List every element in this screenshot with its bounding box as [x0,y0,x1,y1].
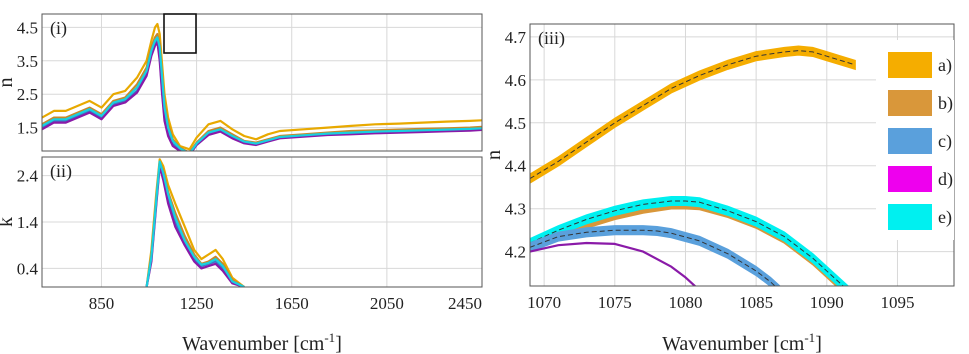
series-group [42,22,482,151]
x-tick-label: 1250 [180,294,214,313]
axes-box [41,156,483,288]
y-axis-label: k [0,217,17,227]
series-group [145,158,245,287]
panel-i: 1.5 2.5 3.5 4.5 (i) n [0,13,483,152]
legend-label-1: b) [938,93,953,114]
series-line-e [145,160,245,287]
y-tick-labels: 0.4 1.4 2.4 [17,167,39,279]
panel-label: (iii) [538,28,565,49]
grid [42,157,483,287]
y-tick-label: 4.5 [17,18,38,37]
y-tick-label: 4.6 [505,71,526,90]
x-axis-label: Wavenumber [cm-1] [662,330,822,354]
x-axis-label: Wavenumber [cm-1] [182,330,342,354]
x-axis-label-end: ] [335,333,342,354]
y-tick-label: 4.2 [505,243,526,262]
y-tick-label: 2.5 [17,85,38,104]
legend-label-3: d) [938,169,953,190]
zoom-region-box [163,13,197,54]
series-line-d [42,41,482,151]
x-tick-label: 2050 [370,294,404,313]
band-c [530,225,781,286]
y-tick-label: 2.4 [17,167,39,186]
y-tick-label: 0.4 [17,259,39,278]
legend-swatch-2 [888,128,932,154]
legend-swatch-0 [888,52,932,78]
panel-ii: 0.4 1.4 2.4 850 1250 1650 2050 2450 (ii) k Wavenum… [0,156,483,354]
x-axis-label-end: ] [815,333,822,354]
legend-label-0: a) [938,55,952,76]
legend: a) b) c) d) e) [876,40,954,240]
x-tick-labels: 850 1250 1650 2050 2450 [89,294,482,313]
x-tick-label: 1090 [810,293,844,312]
x-tick-label: 1085 [739,293,773,312]
x-tick-label: 850 [89,294,115,313]
y-tick-label: 4.7 [505,28,527,47]
panel-label: (ii) [50,161,72,182]
legend-swatch-1 [888,90,932,116]
x-axis-label-main: Wavenumber [cm [182,333,325,354]
y-axis-label: n [483,150,505,160]
series-line-b [42,32,482,151]
y-tick-label: 4.5 [505,114,526,133]
y-tick-label: 1.5 [17,119,38,138]
series-line-e [42,36,482,151]
y-tick-label: 1.4 [17,213,39,232]
series-line-a [145,158,245,287]
grid [530,24,954,286]
axes-box [41,13,483,152]
y-tick-labels: 1.5 2.5 3.5 4.5 [17,18,38,137]
band-a [530,45,856,184]
panel-label: (i) [50,18,67,39]
x-tick-labels: 1070 1075 1080 1085 1090 1095 [527,293,914,312]
x-axis-label-main: Wavenumber [cm [662,333,805,354]
band-e [530,195,850,286]
x-tick-label: 1095 [880,293,914,312]
x-axis-label-sup: -1 [324,330,335,345]
x-tick-label: 2450 [448,294,482,313]
x-axis-label-sup: -1 [804,330,815,345]
x-tick-label: 1075 [598,293,632,312]
x-tick-label: 1070 [527,293,561,312]
y-axis-label: n [0,78,17,88]
y-tick-label: 4.3 [505,200,526,219]
legend-swatch-4 [888,204,932,230]
y-tick-labels: 4.2 4.3 4.4 4.5 4.6 4.7 [505,28,527,262]
y-tick-label: 3.5 [17,52,38,71]
x-tick-label: 1080 [668,293,702,312]
legend-swatch-3 [888,166,932,192]
legend-label-2: c) [938,131,952,152]
legend-label-4: e) [938,207,952,228]
mean-line-e [530,200,844,286]
mean-line-c [530,229,776,286]
series-group [530,45,856,286]
y-tick-label: 4.4 [505,157,527,176]
mean-line-a [530,50,856,180]
x-tick-label: 1650 [275,294,309,313]
